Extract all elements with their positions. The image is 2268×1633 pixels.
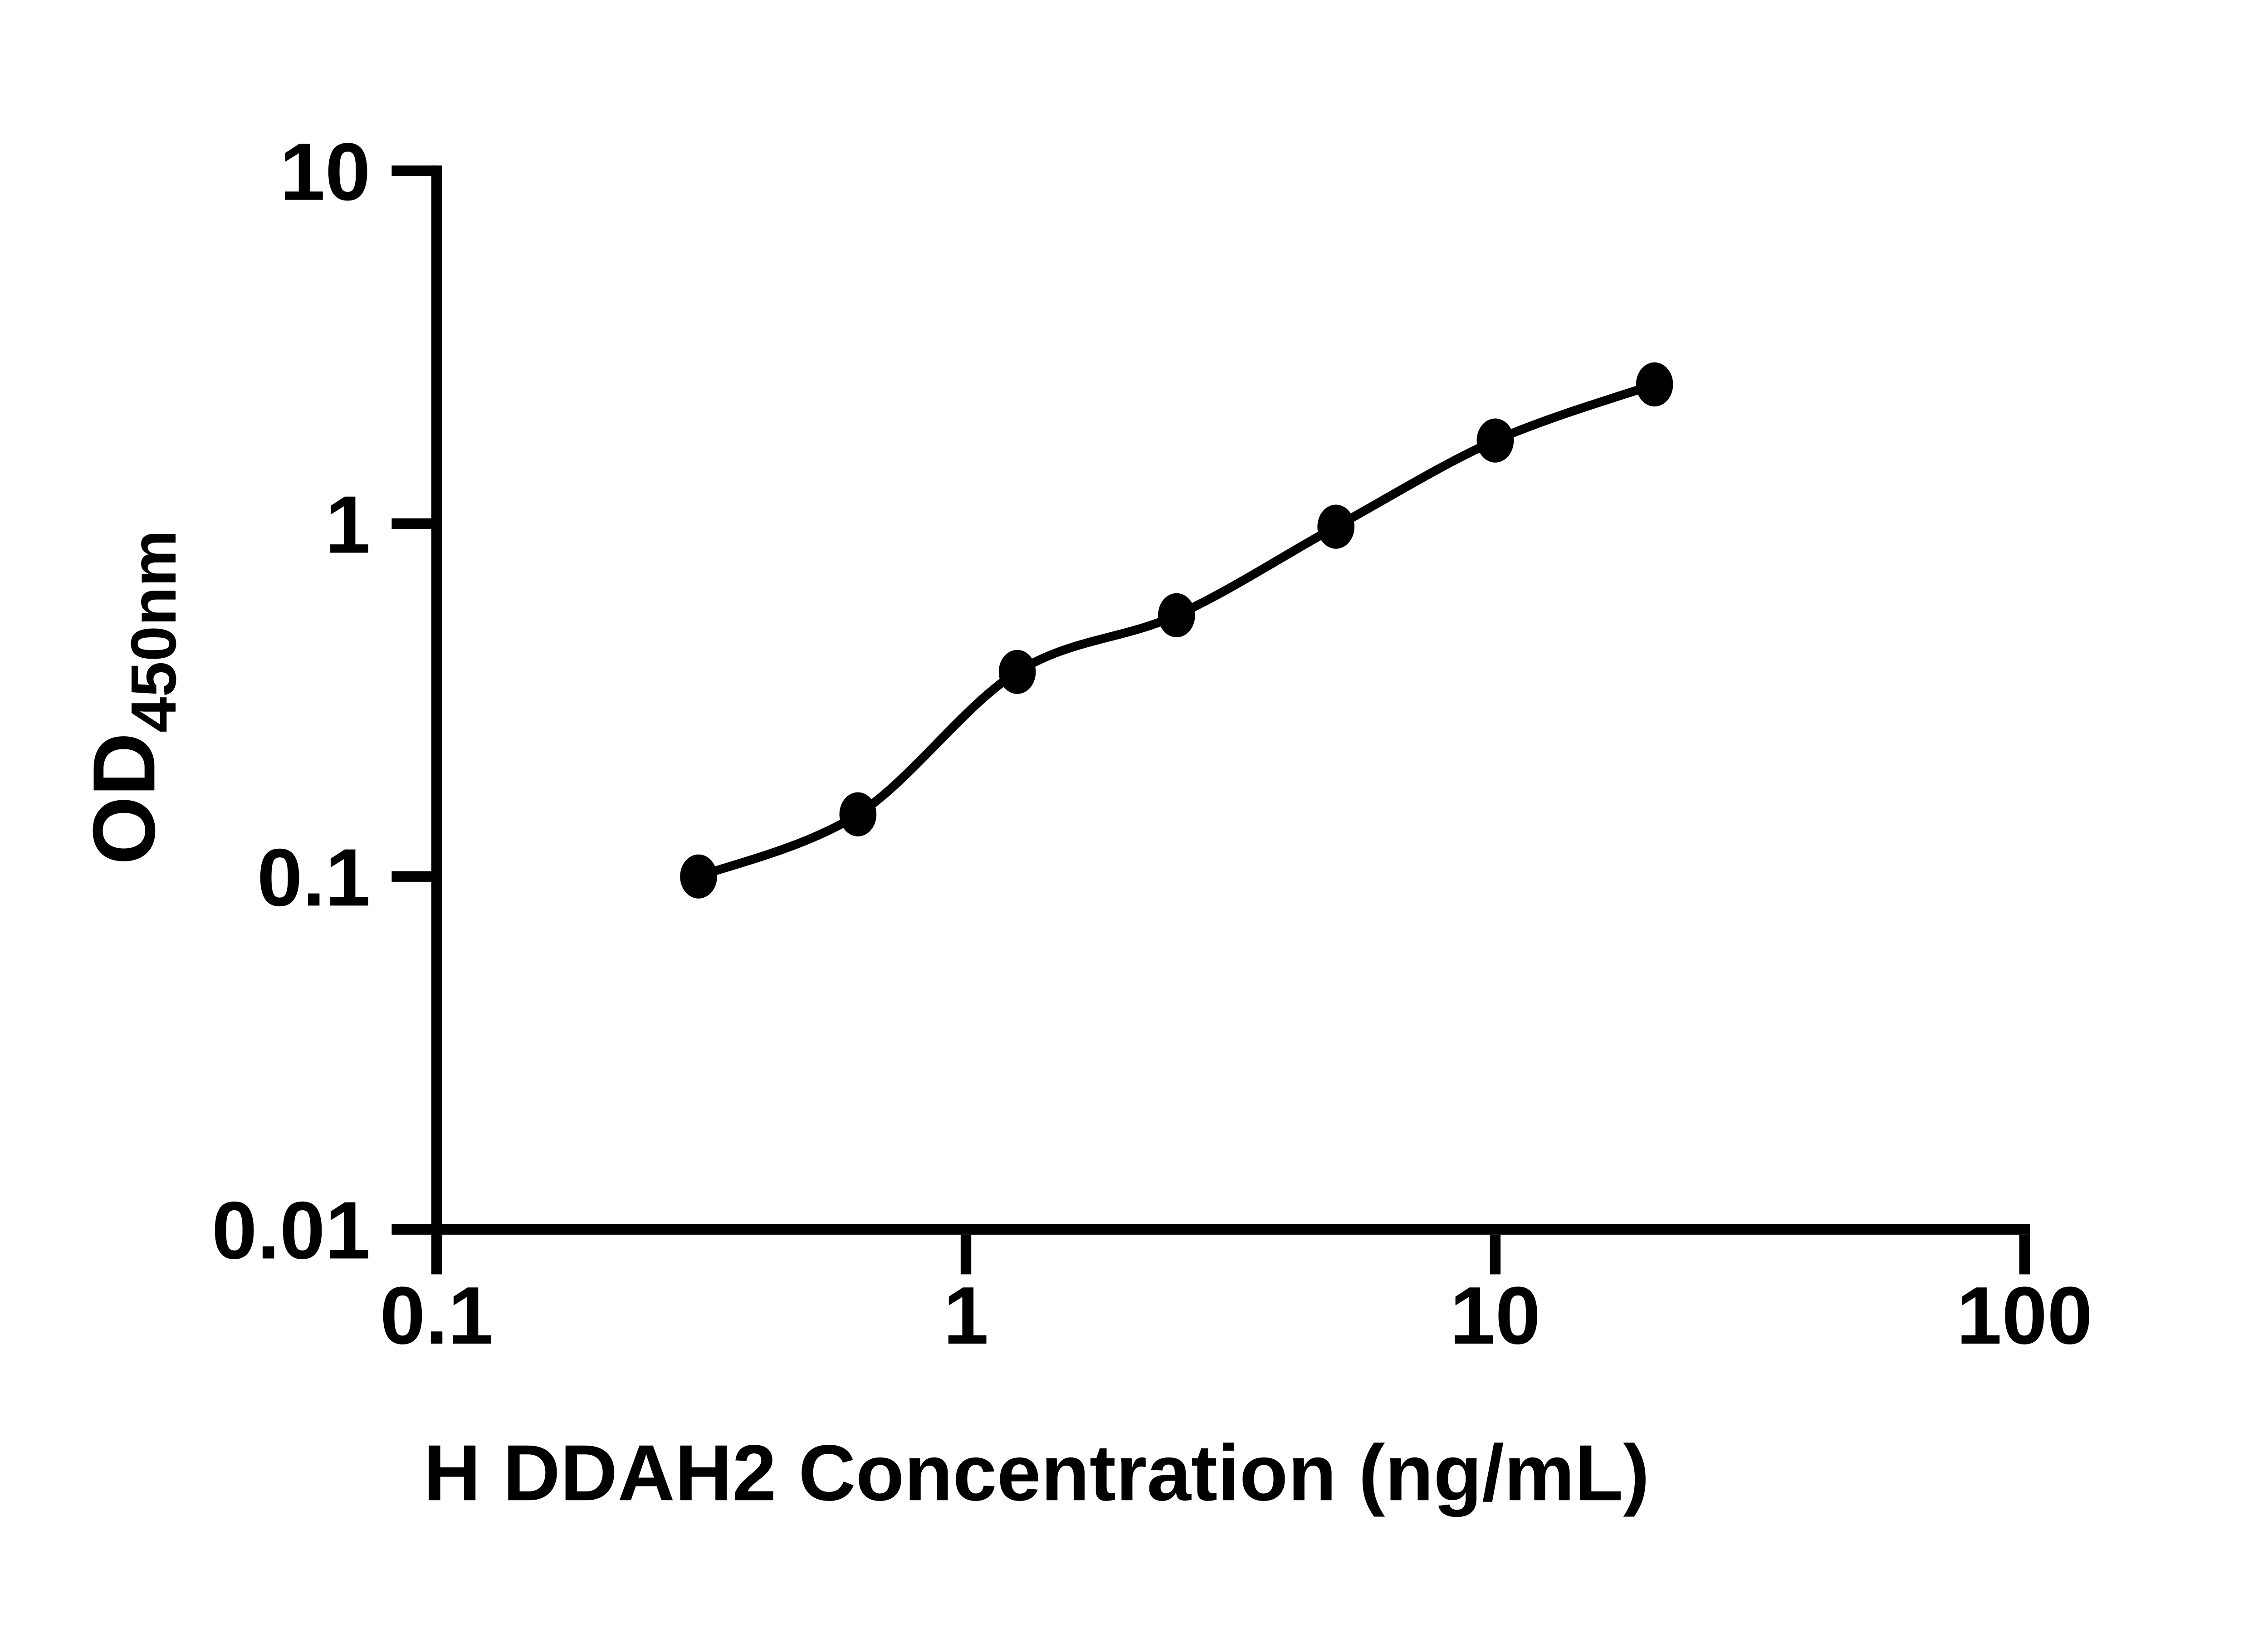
x-tick-label: 1 <box>943 1270 988 1361</box>
y-tick-label: 0.1 <box>257 832 371 923</box>
data-points-group <box>680 362 1673 899</box>
y-axis-title: OD450nm <box>75 530 189 865</box>
y-tick-label: 1 <box>325 479 371 571</box>
y-axis-title-base: OD <box>75 733 173 865</box>
data-point <box>998 650 1036 694</box>
tick-marks <box>391 165 2030 1275</box>
data-point <box>1476 418 1514 463</box>
data-point <box>839 792 877 836</box>
x-tick-label: 100 <box>1956 1270 2092 1361</box>
data-point <box>1158 593 1195 637</box>
data-point <box>1636 362 1673 407</box>
data-point <box>1317 504 1354 549</box>
x-tick-label: 10 <box>1450 1270 1540 1361</box>
chart-background <box>0 22 2268 1611</box>
data-point <box>680 854 717 899</box>
x-tick-label: 0.1 <box>380 1270 494 1361</box>
axes <box>431 165 2030 1235</box>
y-tick-label: 0.01 <box>212 1185 371 1276</box>
x-axis-title: H DDAH2 Concentration (ng/mL) <box>424 1429 1650 1517</box>
y-tick-label: 10 <box>280 127 371 218</box>
y-axis-title-subscript: 450nm <box>117 530 189 733</box>
